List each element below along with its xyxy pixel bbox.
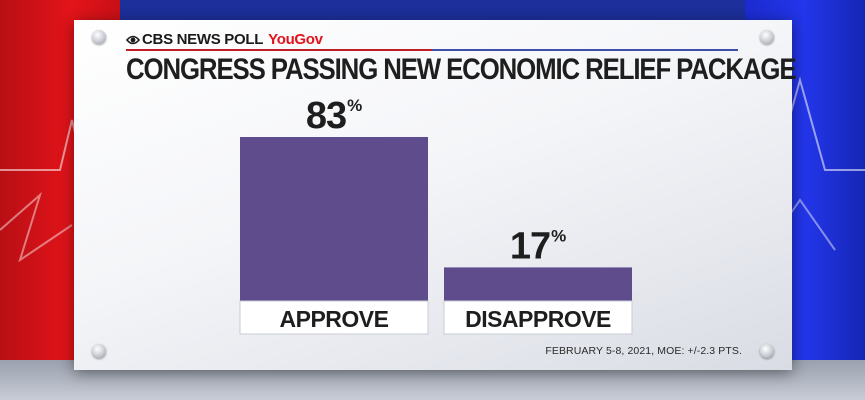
category-label-approve: APPROVE xyxy=(280,306,389,332)
brand-cbs-label: CBS NEWS POLL xyxy=(142,31,264,48)
value-label-disapprove: 17 xyxy=(510,225,550,267)
brand-line: CBS NEWS POLL YouGov xyxy=(126,31,323,48)
category-box-disapprove xyxy=(443,300,633,335)
bar-disapprove xyxy=(444,267,632,301)
bar-approve xyxy=(240,137,428,301)
bar-chart: APPROVE 83 % DISAPPROVE 17% xyxy=(239,95,633,335)
cbs-eye-logo-icon xyxy=(126,35,140,44)
value-label-approve: 83 xyxy=(306,95,346,137)
category-box-approve xyxy=(239,300,429,335)
category-label-disapprove: DISAPPROVE xyxy=(465,306,611,332)
poll-board: CBS NEWS POLL YouGov CONGRESS PASSING NE… xyxy=(74,20,797,370)
brand-yougov-label: YouGov xyxy=(268,31,323,48)
value-suffix-disapprove: % xyxy=(551,226,566,245)
screw-icon xyxy=(760,344,774,358)
screw-icon xyxy=(92,344,106,358)
screw-icon xyxy=(760,30,774,44)
poll-footnote: FEBRUARY 5-8, 2021, MOE: +/-2.3 PTS. xyxy=(545,345,742,357)
header-divider xyxy=(126,49,738,51)
value-suffix-approve: % xyxy=(347,96,362,115)
screw-icon xyxy=(92,30,106,44)
